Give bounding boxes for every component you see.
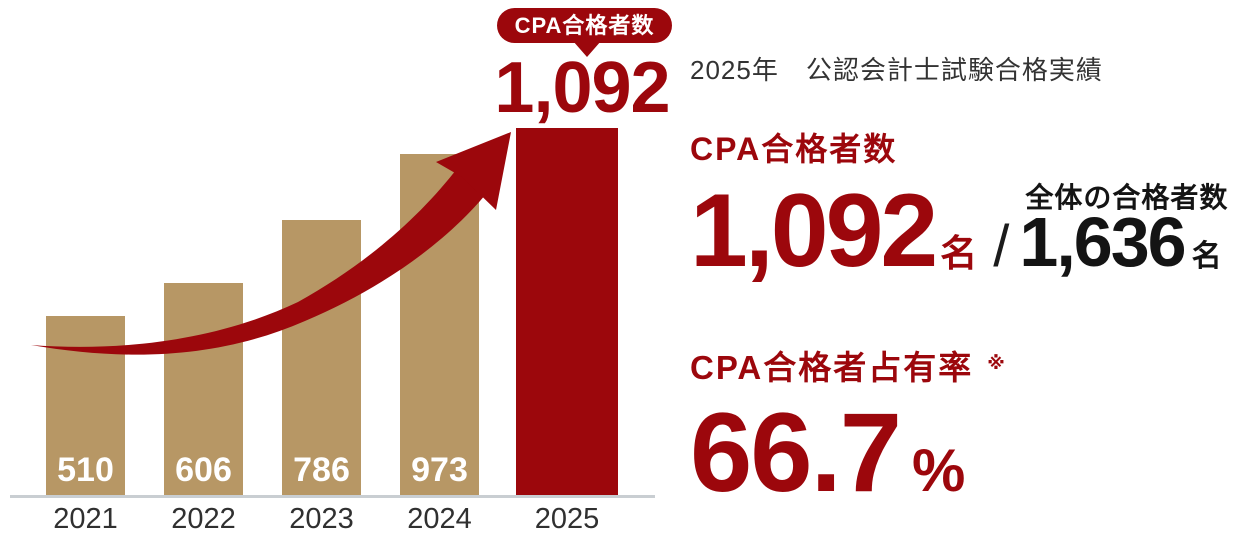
callout-badge-text: CPA合格者数 [514, 13, 655, 38]
highlight-value-label: 1,092 [494, 48, 670, 128]
bar-chart: 510 2021 606 2022 786 2023 973 2024 2025 1,092 C… [10, 8, 672, 535]
cpa-count-value: 1,092 [690, 173, 938, 289]
share-value: 66.7 [690, 390, 902, 515]
bar-value-label: 786 [293, 451, 350, 489]
bar-2021: 510 [46, 316, 125, 495]
badge-tail [573, 41, 601, 57]
pass-count-row: 1,092 名 / 全体の合格者数 1,636 名 [690, 172, 1227, 291]
share-value-row: 66.7% [690, 388, 965, 517]
cpa-count-unit: 名 [940, 233, 978, 274]
total-count-label: 全体の合格者数 [1025, 182, 1229, 213]
cpa-count-heading: CPA合格者数 [690, 131, 898, 167]
share-unit: % [911, 437, 966, 504]
bar-2025 [516, 128, 618, 495]
x-axis-label-2021: 2021 [53, 503, 118, 535]
bar-2024: 973 [400, 154, 479, 495]
total-count-value: 1,636 [1019, 203, 1186, 281]
callout-badge: CPA合格者数 [497, 8, 672, 57]
bar-value-label: 973 [411, 451, 468, 489]
x-axis-baseline [10, 495, 655, 498]
separator-slash: / [993, 214, 1010, 279]
share-heading-text: CPA合格者占有率 [690, 349, 974, 386]
panel-title: 2025年 公認会計士試験合格実績 [690, 55, 1103, 85]
total-count-unit: 名 [1191, 240, 1222, 273]
bar-value-label: 510 [57, 451, 114, 489]
total-count-group: 全体の合格者数 1,636 名 [1019, 182, 1227, 282]
bar-value-label: 606 [175, 451, 232, 489]
share-heading: CPA合格者占有率 ※ [690, 341, 1005, 389]
bar-2023: 786 [282, 220, 361, 495]
x-axis-label-2022: 2022 [171, 503, 236, 535]
x-axis-label-2025: 2025 [534, 503, 600, 535]
x-axis-label-2024: 2024 [407, 503, 472, 535]
x-axis-label-2023: 2023 [289, 503, 354, 535]
bar-2022: 606 [164, 283, 243, 495]
footnote-mark: ※ [987, 353, 1005, 373]
